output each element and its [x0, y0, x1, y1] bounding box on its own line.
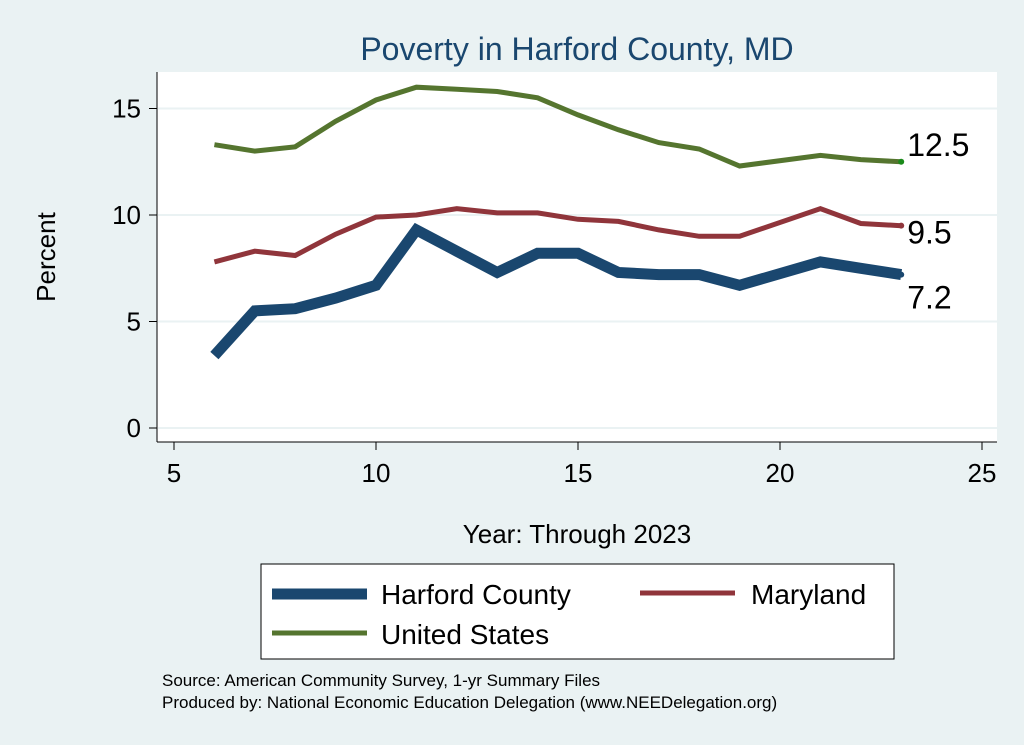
series-line-harford-county: [210, 222, 903, 360]
y-tick-label-10: 10: [112, 200, 141, 230]
chart-title: Poverty in Harford County, MD: [360, 31, 793, 67]
grid-lines: [158, 107, 997, 429]
produced-by-note: Produced by: National Economic Education…: [162, 693, 777, 712]
end-label-harford-county: 7.2: [907, 280, 951, 316]
legend-label-harford: Harford County: [381, 579, 571, 610]
legend-box: [260, 563, 895, 660]
legend-label-maryland: Maryland: [751, 579, 866, 610]
end-point-united-states: [898, 158, 905, 165]
end-label-maryland: 9.5: [907, 215, 951, 251]
series-lines: [210, 84, 905, 360]
x-tick-label-5: 5: [167, 458, 181, 488]
series-line-maryland: [213, 205, 902, 265]
end-point-maryland: [898, 222, 905, 229]
x-tick-label-10: 10: [362, 458, 391, 488]
series-line-united-states: [214, 84, 902, 169]
y-tick-label-15: 15: [112, 94, 141, 124]
y-axis-label: Percent: [31, 211, 61, 301]
end-point-harford-county: [898, 271, 905, 278]
x-tick-label-25: 25: [968, 458, 997, 488]
y-tick-label-5: 5: [127, 307, 141, 337]
axes: [156, 72, 997, 443]
x-axis-label: Year: Through 2023: [463, 519, 691, 549]
end-labels: 7.2 9.5 12.5: [907, 127, 969, 316]
end-label-united-states: 12.5: [907, 127, 969, 163]
source-note: Source: American Community Survey, 1-yr …: [162, 671, 600, 690]
x-tick-label-20: 20: [766, 458, 795, 488]
legend-label-us: United States: [381, 619, 549, 650]
legend: Harford County Maryland United States: [260, 563, 895, 660]
x-tick-label-15: 15: [564, 458, 593, 488]
y-tick-label-0: 0: [127, 413, 141, 443]
